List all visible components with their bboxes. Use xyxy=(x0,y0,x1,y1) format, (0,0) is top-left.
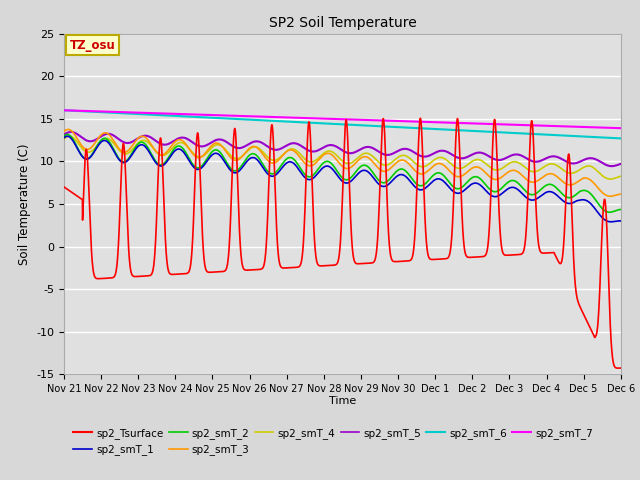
Line: sp2_smT_2: sp2_smT_2 xyxy=(64,134,621,212)
sp2_smT_5 xyxy=(298,144,306,149)
sp2_smT_5 xyxy=(607,163,615,169)
Legend: sp2_Tsurface, sp2_smT_1, sp2_smT_2, sp2_smT_3, sp2_smT_4, sp2_smT_5, sp2_smT_6, : sp2_Tsurface, sp2_smT_1, sp2_smT_2, sp2_… xyxy=(69,424,597,459)
sp2_smT_1 xyxy=(606,219,614,225)
Line: sp2_Tsurface: sp2_Tsurface xyxy=(64,118,621,368)
Line: sp2_smT_5: sp2_smT_5 xyxy=(64,132,621,166)
sp2_smT_3 xyxy=(298,157,306,163)
sp2_smT_2 xyxy=(60,133,68,139)
sp2_smT_7 xyxy=(157,110,164,116)
sp2_smT_5 xyxy=(67,129,75,135)
sp2_smT_3 xyxy=(606,193,614,199)
sp2_smT_1 xyxy=(157,163,164,169)
sp2_smT_7 xyxy=(606,125,614,131)
sp2_smT_6 xyxy=(546,132,554,138)
sp2_Tsurface xyxy=(157,135,164,141)
sp2_smT_7 xyxy=(546,123,554,129)
sp2_smT_4 xyxy=(606,176,614,182)
sp2_smT_2 xyxy=(606,209,614,215)
Line: sp2_smT_1: sp2_smT_1 xyxy=(64,136,621,222)
sp2_Tsurface xyxy=(60,184,68,190)
sp2_smT_6 xyxy=(298,120,305,125)
sp2_smT_1 xyxy=(607,219,615,225)
sp2_smT_6 xyxy=(274,118,282,124)
sp2_Tsurface xyxy=(417,115,424,121)
sp2_smT_7 xyxy=(60,108,68,113)
sp2_smT_2 xyxy=(274,168,282,173)
Line: sp2_smT_3: sp2_smT_3 xyxy=(64,130,621,196)
sp2_smT_1 xyxy=(63,133,71,139)
sp2_Tsurface xyxy=(298,257,305,263)
sp2_smT_1 xyxy=(274,170,282,176)
sp2_smT_4 xyxy=(157,152,164,158)
sp2_smT_7 xyxy=(298,115,305,121)
sp2_smT_6 xyxy=(606,135,614,141)
Line: sp2_smT_7: sp2_smT_7 xyxy=(64,110,621,128)
sp2_smT_3 xyxy=(606,193,614,199)
sp2_smT_1 xyxy=(546,189,554,194)
sp2_smT_7 xyxy=(124,109,131,115)
sp2_smT_2 xyxy=(124,156,132,162)
sp2_smT_2 xyxy=(546,181,554,187)
sp2_smT_3 xyxy=(274,158,282,164)
sp2_Tsurface xyxy=(124,223,131,228)
Title: SP2 Soil Temperature: SP2 Soil Temperature xyxy=(269,16,416,30)
Line: sp2_smT_6: sp2_smT_6 xyxy=(64,110,621,138)
Line: sp2_smT_4: sp2_smT_4 xyxy=(64,136,621,179)
sp2_smT_4 xyxy=(298,153,306,159)
sp2_smT_4 xyxy=(546,161,554,167)
sp2_smT_2 xyxy=(63,132,71,137)
sp2_smT_6 xyxy=(124,110,131,116)
sp2_smT_3 xyxy=(617,191,625,197)
sp2_smT_3 xyxy=(60,129,68,134)
sp2_Tsurface xyxy=(606,317,614,323)
sp2_smT_1 xyxy=(60,135,68,141)
X-axis label: Time: Time xyxy=(329,396,356,406)
Y-axis label: Soil Temperature (C): Soil Temperature (C) xyxy=(18,143,31,265)
sp2_smT_6 xyxy=(617,135,625,141)
sp2_Tsurface xyxy=(614,365,621,371)
sp2_smT_7 xyxy=(274,114,282,120)
sp2_smT_5 xyxy=(274,147,282,153)
sp2_smT_4 xyxy=(274,156,282,162)
sp2_smT_2 xyxy=(605,209,613,215)
Text: TZ_osu: TZ_osu xyxy=(70,39,115,52)
sp2_smT_3 xyxy=(64,127,72,132)
sp2_smT_2 xyxy=(617,206,625,212)
sp2_smT_2 xyxy=(157,162,164,168)
sp2_smT_1 xyxy=(298,171,306,177)
sp2_smT_1 xyxy=(124,157,132,163)
sp2_smT_3 xyxy=(124,148,132,154)
sp2_smT_3 xyxy=(546,171,554,177)
sp2_smT_5 xyxy=(60,132,68,137)
sp2_smT_4 xyxy=(65,133,73,139)
sp2_smT_6 xyxy=(60,108,68,113)
sp2_smT_7 xyxy=(617,125,625,131)
sp2_smT_4 xyxy=(124,150,132,156)
sp2_smT_2 xyxy=(298,168,306,173)
sp2_smT_4 xyxy=(60,136,68,142)
sp2_smT_4 xyxy=(607,176,614,182)
sp2_Tsurface xyxy=(546,250,554,256)
sp2_smT_4 xyxy=(617,173,625,179)
sp2_smT_5 xyxy=(606,163,614,169)
sp2_smT_6 xyxy=(157,112,164,118)
sp2_smT_5 xyxy=(157,141,164,147)
sp2_Tsurface xyxy=(274,242,282,248)
sp2_smT_3 xyxy=(157,152,164,158)
sp2_smT_5 xyxy=(124,140,132,146)
sp2_smT_5 xyxy=(546,154,554,160)
sp2_Tsurface xyxy=(617,365,625,371)
sp2_smT_5 xyxy=(617,161,625,167)
sp2_smT_1 xyxy=(617,218,625,224)
